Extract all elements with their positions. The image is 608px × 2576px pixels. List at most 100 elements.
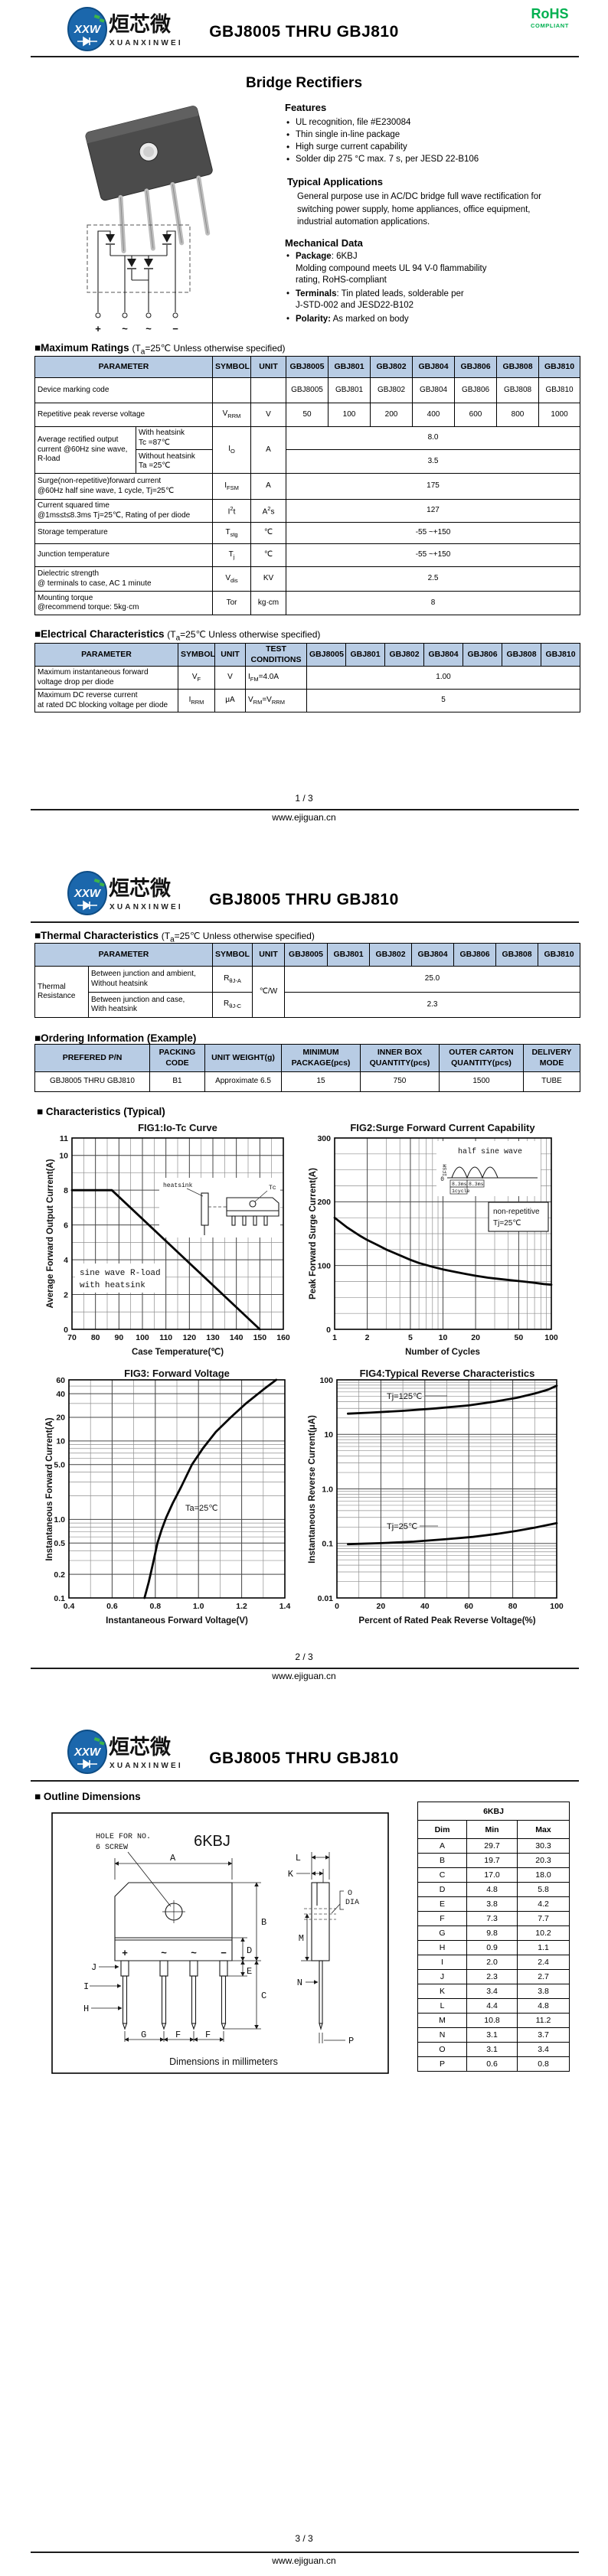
header-cell: Max xyxy=(516,1820,570,1839)
header-cell: GBJ808 xyxy=(496,356,540,378)
svg-text:6: 6 xyxy=(64,1221,68,1230)
mr-table: PARAMETER SYMBOL UNIT GBJ8005 GBJ801 GBJ802 GB… xyxy=(34,356,581,615)
cell: Tstg xyxy=(212,522,252,544)
svg-text:1.4: 1.4 xyxy=(279,1602,291,1611)
fig2-chart: FIG2:Surge Forward Current Capability 1 2… xyxy=(309,1122,558,1357)
fig4-xlabel: Percent of Rated Peak Reverse Voltage(%) xyxy=(358,1616,535,1625)
fig2-xlabel: Number of Cycles xyxy=(405,1348,480,1357)
header-cell: SYMBOL xyxy=(178,643,215,667)
cell: IFSM xyxy=(212,473,252,500)
header-cell: PARAMETER xyxy=(34,643,178,667)
website-url: www.ejiguan.cn xyxy=(272,1671,336,1681)
cell: 10.2 xyxy=(516,1925,570,1941)
svg-text:0.01: 0.01 xyxy=(318,1594,334,1603)
svg-text:0: 0 xyxy=(326,1325,331,1335)
fig4-title: FIG4:Typical Reverse Characteristics xyxy=(360,1368,535,1379)
cell: 25.0 xyxy=(284,966,581,993)
cell: GBJ806 xyxy=(454,377,498,403)
mechanical-block: Mechanical Data Package: 6KBJ Molding co… xyxy=(285,237,583,327)
svg-text:8: 8 xyxy=(64,1186,68,1195)
svg-text:40: 40 xyxy=(56,1390,65,1399)
cell: 29.7 xyxy=(466,1838,518,1854)
mechanical-item: Terminals: Tin plated leads, solderable … xyxy=(285,289,583,312)
cell: B1 xyxy=(149,1071,205,1092)
header-cell: GBJ8005 xyxy=(284,943,329,967)
website-url: www.ejiguan.cn xyxy=(272,812,336,823)
fig1-chart: FIG1:Io-Tc Curve 70 80 90 100 110 120 130 140 15… xyxy=(46,1122,290,1357)
cell: V xyxy=(250,403,287,427)
cell: 3.5 xyxy=(286,449,581,474)
website-url: www.ejiguan.cn xyxy=(272,2555,336,2566)
cell: 2.7 xyxy=(516,1969,570,1984)
svg-text:0: 0 xyxy=(335,1602,339,1611)
product-photo xyxy=(85,106,213,253)
svg-text:11: 11 xyxy=(60,1134,68,1143)
cell: 50 xyxy=(286,403,329,427)
terminal-plus: + xyxy=(95,323,101,334)
cell: 7.3 xyxy=(466,1911,518,1926)
bridge-circuit-diagram: + ~ ~ − xyxy=(87,224,191,334)
cell: 4.8 xyxy=(516,1998,570,2014)
svg-text:0.5: 0.5 xyxy=(54,1539,65,1548)
cell: Between junction and case, With heatsink xyxy=(87,992,214,1018)
ordering-information-table: PREFERED P/N PACKING CODE UNIT WEIGHT(g) MIN… xyxy=(34,1044,580,1092)
cell: A2s xyxy=(250,499,287,523)
cell: 1000 xyxy=(538,403,581,427)
cell: Device marking code xyxy=(34,377,214,403)
svg-text:1.2: 1.2 xyxy=(236,1602,247,1611)
cell: IO xyxy=(212,426,252,474)
cell: Tj xyxy=(212,543,252,567)
cell: 2.3 xyxy=(466,1969,518,1984)
cell: VRM=VRRM xyxy=(245,689,307,712)
cell: ℃ xyxy=(250,543,287,567)
cell: Surge(non-repetitive)forward current @60H… xyxy=(34,473,214,500)
svg-text:10: 10 xyxy=(59,1152,68,1161)
drawing-caption: Dimensions in millimeters xyxy=(169,2056,278,2067)
svg-text:Tj=25℃: Tj=25℃ xyxy=(387,1522,417,1531)
cell: 2.4 xyxy=(516,1955,570,1970)
feature-item: High surge current capability xyxy=(285,141,583,153)
cell: ℃ xyxy=(250,522,287,544)
rohs-label: RoHS xyxy=(531,6,569,21)
page-2: XXW 烜芯微 XUANXINWEI GBJ8005 THRU GBJ810 ■… xyxy=(0,866,608,1725)
svg-text:150: 150 xyxy=(253,1333,267,1342)
cell: IRRM xyxy=(178,689,215,712)
header-cell: OUTER CARTON QUANTITY(pcs) xyxy=(439,1044,524,1072)
svg-text:烜芯微: 烜芯微 xyxy=(109,877,171,900)
svg-text:100: 100 xyxy=(317,1261,331,1270)
svg-text:Tj=125℃: Tj=125℃ xyxy=(387,1392,422,1401)
svg-text:140: 140 xyxy=(230,1333,244,1342)
svg-text:1.0: 1.0 xyxy=(54,1515,65,1524)
svg-text:130: 130 xyxy=(206,1333,220,1342)
fig2-inset-ifsm-label: IFSM xyxy=(443,1164,448,1176)
svg-text:20: 20 xyxy=(471,1333,480,1342)
svg-text:1.0: 1.0 xyxy=(193,1602,204,1611)
svg-text:50: 50 xyxy=(515,1333,524,1342)
cell: 2.5 xyxy=(286,566,581,592)
svg-text:F: F xyxy=(205,2030,211,2040)
cell: O xyxy=(417,2042,467,2057)
mechanical-item: Package: 6KBJ Molding compound meets UL … xyxy=(285,251,583,287)
svg-text:XUANXINWEI: XUANXINWEI xyxy=(110,903,183,911)
company-logo: XXW 烜芯微 XUANXINWEI xyxy=(67,1730,181,1774)
cell: C xyxy=(417,1867,467,1883)
cell: GBJ810 xyxy=(538,377,581,403)
cell: H xyxy=(417,1940,467,1955)
svg-text:0.8: 0.8 xyxy=(149,1602,161,1611)
cell: kg·cm xyxy=(250,591,287,615)
feature-item: UL recognition, file #E230084 xyxy=(285,116,583,129)
cell: 0.8 xyxy=(516,2056,570,2072)
cell: 800 xyxy=(496,403,540,427)
svg-text:60: 60 xyxy=(464,1602,473,1611)
feature-item: Thin single in-line package xyxy=(285,129,583,141)
page-number: 1 / 3 xyxy=(295,793,313,804)
svg-text:100: 100 xyxy=(550,1602,564,1611)
svg-text:0.2: 0.2 xyxy=(54,1570,65,1580)
svg-text:half sine wave: half sine wave xyxy=(458,1147,522,1156)
cell: TUBE xyxy=(523,1071,580,1092)
cell: 5.8 xyxy=(516,1882,570,1897)
cell: J xyxy=(417,1969,467,1984)
svg-text:100: 100 xyxy=(136,1333,149,1342)
cell: E xyxy=(417,1896,467,1912)
page-number: 2 / 3 xyxy=(295,1652,313,1662)
